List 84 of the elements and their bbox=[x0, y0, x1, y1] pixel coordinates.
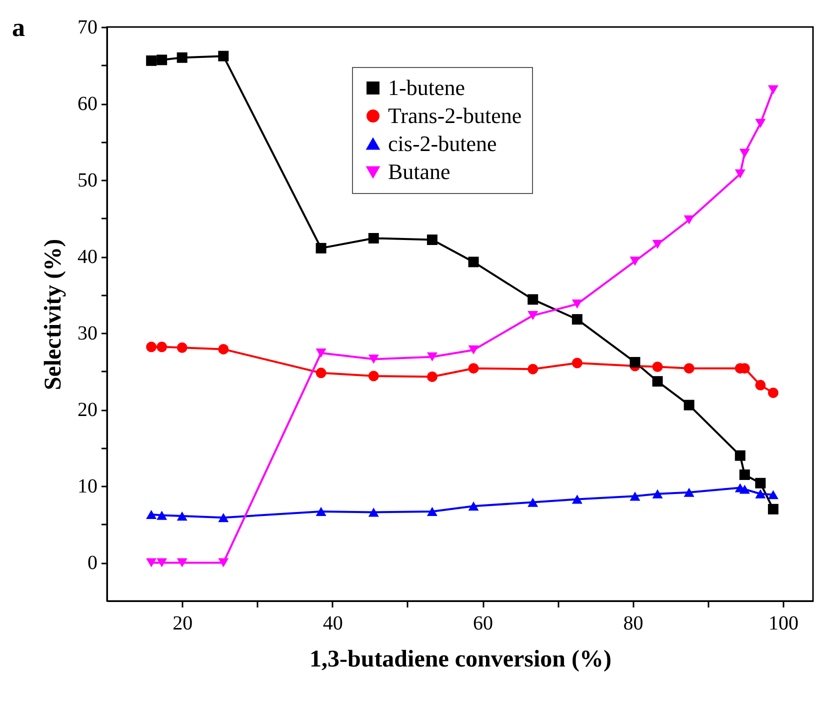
y-axis-title: Selectivity (%) bbox=[40, 238, 66, 390]
y-tick-label: 20 bbox=[78, 399, 98, 422]
point bbox=[630, 256, 640, 266]
point bbox=[316, 368, 326, 378]
point bbox=[528, 310, 538, 320]
y-tick-label: 10 bbox=[78, 476, 98, 498]
point bbox=[572, 494, 582, 504]
point bbox=[218, 513, 229, 522]
point bbox=[684, 488, 694, 497]
x-tick-label: 60 bbox=[473, 612, 494, 634]
point bbox=[755, 489, 766, 498]
point bbox=[652, 362, 663, 372]
x-tick-label: 80 bbox=[623, 612, 644, 634]
point bbox=[156, 342, 168, 352]
point bbox=[146, 510, 157, 520]
x-tick-label: 40 bbox=[322, 612, 343, 634]
point bbox=[739, 148, 750, 158]
legend-label: Butane bbox=[388, 159, 450, 184]
y-tick-label: 70 bbox=[78, 16, 98, 38]
point bbox=[528, 364, 538, 374]
y-tick-label: 50 bbox=[78, 170, 98, 192]
point bbox=[652, 240, 663, 249]
x-tick-label: 100 bbox=[768, 612, 798, 634]
y-tick-label: 0 bbox=[88, 552, 98, 574]
point bbox=[316, 242, 326, 254]
point bbox=[426, 506, 438, 516]
point bbox=[368, 508, 379, 517]
point bbox=[146, 55, 157, 66]
point bbox=[572, 314, 582, 325]
point bbox=[630, 356, 640, 368]
point bbox=[218, 50, 229, 62]
point bbox=[768, 85, 778, 94]
point bbox=[468, 363, 479, 374]
point bbox=[768, 388, 778, 398]
point bbox=[528, 294, 538, 305]
y-tick-label: 30 bbox=[78, 322, 98, 345]
point bbox=[755, 118, 766, 128]
point bbox=[630, 492, 640, 501]
point bbox=[368, 370, 379, 382]
point bbox=[368, 232, 379, 244]
point bbox=[755, 478, 766, 488]
point bbox=[739, 469, 750, 480]
point bbox=[734, 450, 746, 461]
point bbox=[734, 169, 746, 178]
point bbox=[218, 344, 229, 354]
point bbox=[426, 234, 438, 246]
point bbox=[684, 400, 694, 410]
point bbox=[156, 510, 168, 520]
point bbox=[652, 376, 663, 387]
point bbox=[146, 558, 157, 568]
point bbox=[218, 558, 229, 568]
point bbox=[468, 345, 479, 355]
point bbox=[176, 52, 188, 63]
point bbox=[572, 300, 582, 309]
point bbox=[572, 358, 582, 368]
point bbox=[426, 352, 438, 362]
text: a bbox=[12, 13, 25, 42]
point bbox=[528, 498, 538, 507]
point bbox=[368, 354, 379, 364]
point bbox=[176, 512, 188, 521]
point bbox=[426, 372, 438, 382]
point bbox=[684, 363, 694, 374]
legend-label: Trans-2-butene bbox=[388, 103, 522, 128]
y-tick-label: 60 bbox=[78, 93, 98, 116]
point bbox=[768, 490, 778, 500]
point bbox=[468, 502, 479, 511]
point bbox=[176, 558, 188, 568]
point bbox=[316, 506, 326, 516]
point bbox=[176, 342, 188, 353]
point bbox=[468, 256, 479, 268]
point bbox=[684, 215, 694, 224]
point bbox=[316, 348, 326, 358]
y-tick-label: 40 bbox=[78, 246, 98, 268]
point bbox=[146, 342, 157, 352]
point bbox=[156, 54, 168, 66]
x-tick-label: 20 bbox=[172, 612, 193, 634]
legend-label: cis-2-butene bbox=[388, 131, 497, 156]
point bbox=[768, 504, 778, 514]
legend-label: 1-butene bbox=[388, 75, 465, 100]
point bbox=[755, 380, 766, 390]
x-axis-title: 1,3-butadiene conversion (%) bbox=[310, 646, 612, 672]
point bbox=[156, 558, 168, 568]
point bbox=[652, 489, 663, 498]
point bbox=[739, 484, 750, 494]
